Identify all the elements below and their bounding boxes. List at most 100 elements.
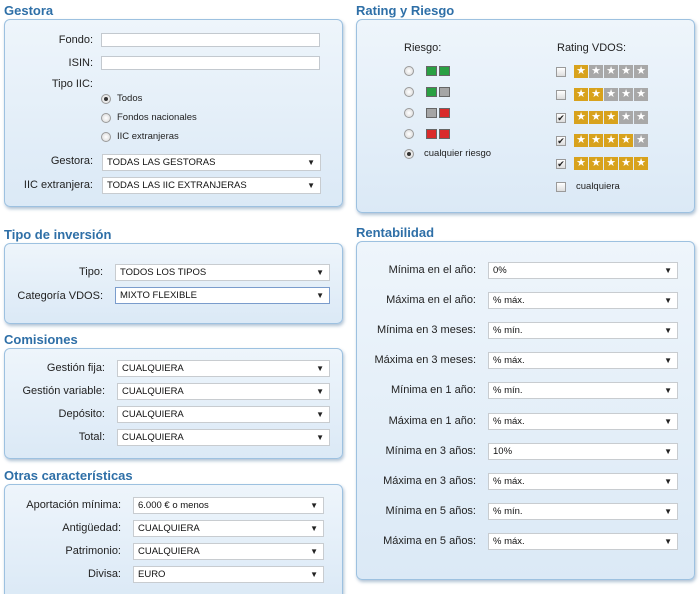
rentabilidad-select[interactable]: % máx. ▼ xyxy=(488,532,678,550)
radio-button[interactable] xyxy=(404,66,414,76)
chevron-down-icon: ▼ xyxy=(307,158,315,167)
radio-button[interactable] xyxy=(404,129,414,139)
rating-option[interactable]: ✔ ★ ★ ★ ★ ★ xyxy=(556,111,649,124)
otras-row-label: Aportación mínima: xyxy=(26,499,121,511)
rentabilidad-select[interactable]: 0% ▼ xyxy=(488,262,678,279)
chevron-down-icon: ▼ xyxy=(316,433,324,442)
comisiones-select[interactable]: CUALQUIERA ▼ xyxy=(117,360,330,377)
risk-level-square xyxy=(426,108,437,118)
riesgo-header: Riesgo: xyxy=(404,42,442,54)
isin-input[interactable] xyxy=(101,56,320,70)
otras-select[interactable]: 6.000 € o menos ▼ xyxy=(133,497,324,514)
risk-level-square xyxy=(439,87,450,97)
rentabilidad-select[interactable]: % mín. ▼ xyxy=(488,322,678,340)
comisiones-panel: Gestión fija: CUALQUIERA ▼ Gestión variable… xyxy=(4,348,343,459)
tipo-iic-option[interactable]: IIC extranjeras xyxy=(101,131,179,142)
radio-button[interactable] xyxy=(404,108,414,118)
star-icon: ★ xyxy=(604,157,618,170)
chevron-down-icon: ▼ xyxy=(664,446,672,456)
rentabilidad-select[interactable]: % máx. ▼ xyxy=(488,292,678,310)
riesgo-option-any[interactable]: cualquier riesgo xyxy=(404,148,491,159)
star-rating: ★ ★ ★ ★ ★ xyxy=(574,111,649,124)
rentabilidad-select[interactable]: % máx. ▼ xyxy=(488,352,678,370)
rentabilidad-select-value: 0% xyxy=(493,265,507,276)
riesgo-option[interactable] xyxy=(404,129,452,139)
rentabilidad-row-label: Mínima en el año: xyxy=(388,264,476,276)
comisiones-row-label: Total: xyxy=(78,431,105,443)
star-icon: ★ xyxy=(619,134,633,147)
star-rating: ★ ★ ★ ★ ★ xyxy=(574,134,649,147)
rentabilidad-select[interactable]: % mín. ▼ xyxy=(488,382,678,400)
star-icon: ★ xyxy=(634,111,648,124)
star-icon: ★ xyxy=(574,157,588,170)
risk-level-square xyxy=(439,66,450,76)
otras-select[interactable]: EURO ▼ xyxy=(133,566,324,583)
otras-row-label: Patrimonio: xyxy=(65,545,121,557)
rentabilidad-row-label: Mínima en 3 meses: xyxy=(376,324,476,337)
otras-row-label: Divisa: xyxy=(87,568,121,580)
rating-option[interactable]: ✔ ★ ★ ★ ★ ★ xyxy=(556,157,649,170)
rentabilidad-row-label: Mínima en 3 años: xyxy=(385,444,477,457)
tipo-inversion-title: Tipo de inversión xyxy=(4,227,112,242)
iic-extranjera-select[interactable]: TODAS LAS IIC EXTRANJERAS ▼ xyxy=(102,177,321,194)
fondo-input[interactable] xyxy=(101,33,320,47)
rating-option[interactable]: ★ ★ ★ ★ ★ xyxy=(556,88,649,101)
gestora-label: Gestora: xyxy=(50,155,93,167)
radio-button[interactable] xyxy=(101,112,111,123)
checkbox[interactable] xyxy=(556,89,566,100)
star-icon: ★ xyxy=(589,134,603,147)
rating-option[interactable]: ✔ ★ ★ ★ ★ ★ xyxy=(556,134,649,147)
rentabilidad-select-value: % máx. xyxy=(493,295,525,307)
riesgo-option[interactable] xyxy=(404,66,452,76)
comisiones-select[interactable]: CUALQUIERA ▼ xyxy=(117,406,330,423)
checkbox[interactable]: ✔ xyxy=(556,135,566,146)
risk-level-square xyxy=(439,108,450,118)
comisiones-select[interactable]: CUALQUIERA ▼ xyxy=(117,383,330,400)
categoria-select[interactable]: MIXTO FLEXIBLE ▼ xyxy=(115,287,330,304)
iic-extranjera-select-value: TODAS LAS IIC EXTRANJERAS xyxy=(107,180,247,191)
chevron-down-icon: ▼ xyxy=(664,386,672,396)
checkbox[interactable] xyxy=(556,66,566,77)
rentabilidad-select[interactable]: % máx. ▼ xyxy=(488,472,678,490)
radio-button[interactable] xyxy=(404,148,414,159)
star-icon: ★ xyxy=(589,88,603,101)
rating-title: Rating y Riesgo xyxy=(356,3,455,18)
iic-extranjera-label: IIC extranjera: xyxy=(23,179,93,191)
gestora-panel: Fondo: ISIN: Tipo IIC: Todos Fondos nacio… xyxy=(4,19,343,207)
risk-level-square xyxy=(439,129,450,139)
tipo-inversion-panel: Tipo: TODOS LOS TIPOS ▼ Categoría VDOS: … xyxy=(4,243,343,324)
riesgo-option[interactable] xyxy=(404,108,452,118)
chevron-down-icon: ▼ xyxy=(307,181,315,190)
otras-select[interactable]: CUALQUIERA ▼ xyxy=(133,543,324,560)
star-icon: ★ xyxy=(619,65,633,78)
rentabilidad-select[interactable]: % mín. ▼ xyxy=(488,502,678,520)
otras-select-value: EURO xyxy=(138,569,166,580)
star-icon: ★ xyxy=(619,157,633,170)
rentabilidad-select-value: 10% xyxy=(493,445,513,457)
radio-button[interactable] xyxy=(101,93,111,104)
rating-panel: Riesgo: Rating VDOS: cualquier riesgo ★ ★… xyxy=(356,19,695,213)
rentabilidad-select[interactable]: 10% ▼ xyxy=(488,442,678,460)
rentabilidad-panel: Mínima en el año: 0% ▼ Máxima en el año: % m… xyxy=(356,241,695,580)
tipo-iic-option[interactable]: Todos xyxy=(101,93,142,104)
riesgo-option[interactable] xyxy=(404,87,452,97)
gestora-select[interactable]: TODAS LAS GESTORAS ▼ xyxy=(102,154,321,171)
checkbox[interactable]: ✔ xyxy=(556,158,566,169)
rating-option-any[interactable]: cualquiera xyxy=(556,181,620,192)
radio-button[interactable] xyxy=(101,131,111,142)
checkbox[interactable]: ✔ xyxy=(556,112,566,123)
rentabilidad-select[interactable]: % máx. ▼ xyxy=(488,412,678,430)
rating-vdos-header: Rating VDOS: xyxy=(557,42,627,54)
checkbox[interactable] xyxy=(556,181,566,192)
chevron-down-icon: ▼ xyxy=(664,506,672,516)
otras-select[interactable]: CUALQUIERA ▼ xyxy=(133,520,324,537)
radio-button[interactable] xyxy=(404,87,414,97)
rentabilidad-row-label: Mínima en 1 año: xyxy=(391,384,476,397)
tipo-select[interactable]: TODOS LOS TIPOS ▼ xyxy=(115,264,330,281)
chevron-down-icon: ▼ xyxy=(316,364,324,373)
risk-level-square xyxy=(426,66,437,76)
comisiones-select[interactable]: CUALQUIERA ▼ xyxy=(117,429,330,446)
rating-option[interactable]: ★ ★ ★ ★ ★ xyxy=(556,65,649,78)
tipo-iic-option[interactable]: Fondos nacionales xyxy=(101,112,197,123)
rentabilidad-title: Rentabilidad xyxy=(356,225,435,240)
